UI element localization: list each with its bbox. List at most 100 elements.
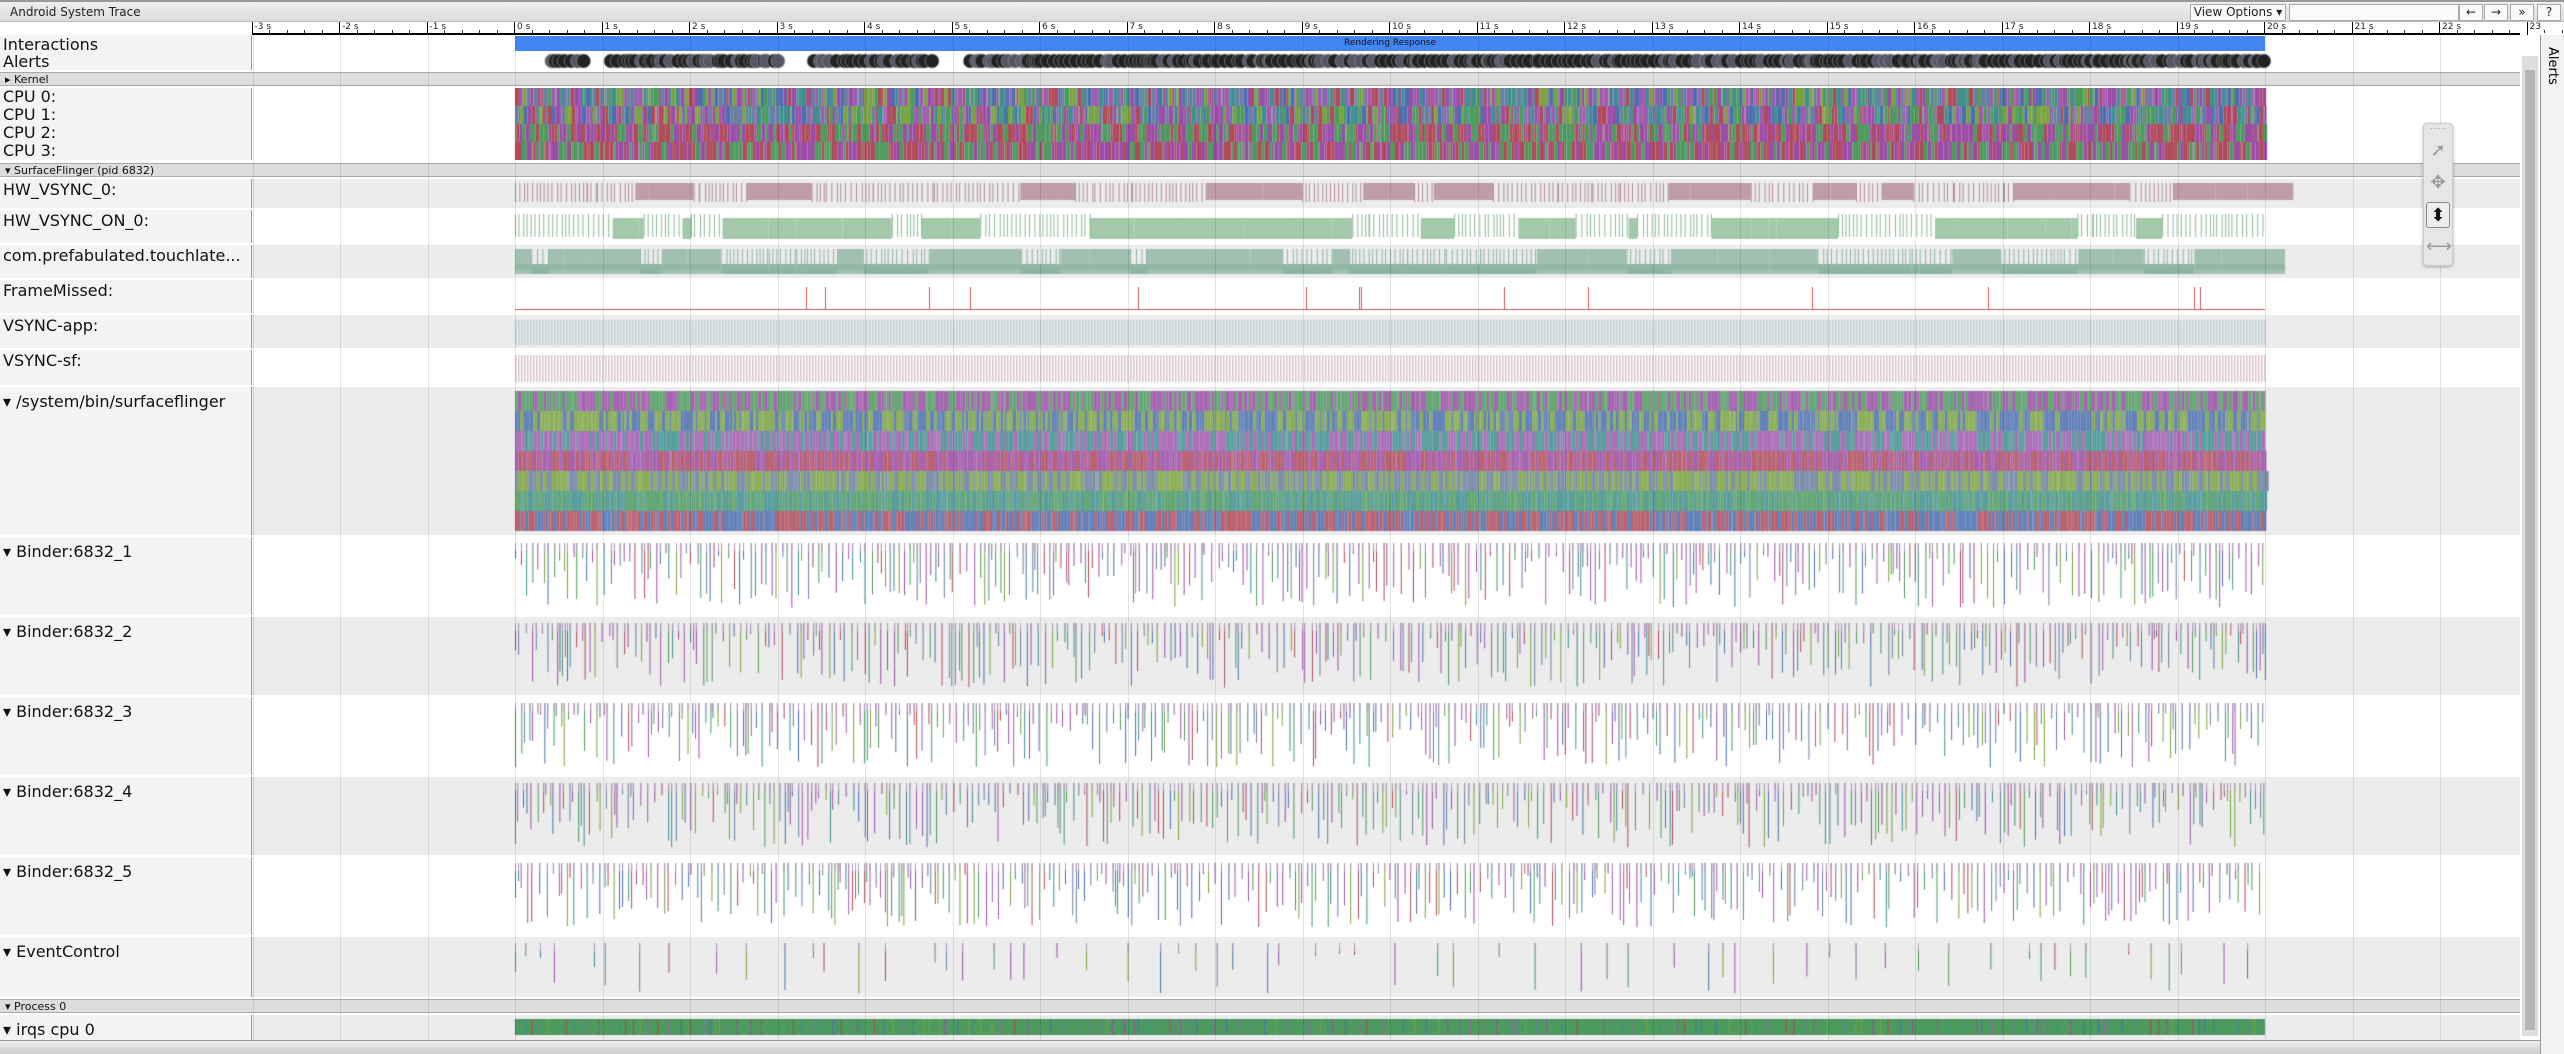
ruler-minor-tick [1319,30,1320,33]
ruler-minor-tick [391,30,393,33]
ruler-minor-tick [2071,30,2073,33]
counter-bars[interactable] [253,210,2520,243]
track-label[interactable]: Interactions [0,35,252,52]
ruler-minor-tick [2509,30,2510,33]
track-label[interactable]: VSYNC-app: [0,315,252,348]
ruler-tick: 21 s [2351,22,2374,35]
cpu-label[interactable]: CPU 3: [3,141,57,160]
ruler-minor-tick [1266,30,1268,33]
thread-slices[interactable] [253,537,2520,615]
track-label[interactable]: ▾ Binder:6832_2 [0,617,252,695]
ruler-minor-tick [724,30,725,33]
track-label[interactable]: FrameMissed: [0,280,252,313]
cpu-label[interactable]: CPU 0: [3,88,57,106]
group-header: ▾ Process 0 [0,999,2520,1013]
more-button[interactable]: » [2510,4,2534,21]
ruler-tick: 19 s [2176,22,2199,35]
ruler-minor-tick [986,30,988,33]
track-label[interactable]: com.prefabulated.touchlate... [0,245,252,278]
timing-tool-icon[interactable]: ⟷ [2426,236,2452,257]
track-label[interactable]: ▾ irqs cpu 0 [0,1015,252,1040]
ruler-minor-tick [374,30,375,33]
prev-result-button[interactable]: ← [2459,4,2483,21]
ruler-minor-tick [1791,30,1793,33]
zoom-tool-icon[interactable]: ⬍ [2426,202,2450,228]
track-label[interactable]: ▾ EventControl [0,937,252,997]
thread-slices[interactable] [253,857,2520,935]
ruler-tick: 8 s [1214,22,1230,35]
ruler-minor-tick [1721,30,1723,33]
next-result-button[interactable]: → [2484,4,2508,21]
grid-line [1827,35,1829,1045]
ruler-minor-tick [2334,30,2335,33]
ruler-minor-tick [1686,30,1688,33]
ruler-minor-tick [2491,30,2493,33]
thread-track: ▾ Binder:6832_5 [0,857,2520,935]
ruler-minor-tick [1074,30,1075,33]
thread-slices[interactable] [253,697,2520,775]
counter-bars[interactable] [253,179,2520,208]
cpu-label[interactable]: CPU 1: [3,105,57,124]
thread-slices[interactable] [253,937,2520,997]
ruler-tick: 3 s [776,22,793,35]
cpu-label[interactable]: CPU 2: [3,123,57,142]
toolbox-drag-handle[interactable]: ⋯⋯ [2430,124,2446,133]
ruler-minor-tick [2404,30,2405,33]
ruler-minor-tick [1896,30,1898,33]
cpu-slices[interactable] [253,88,2520,160]
app-title: Android System Trace [10,5,141,19]
grid-line [777,35,779,1045]
alert-markers[interactable] [253,52,2520,70]
ruler-tick: 10 s [1389,22,1411,35]
thread-slices[interactable] [253,387,2520,535]
vertical-scrollbar-thumb[interactable] [2525,70,2535,1030]
help-button[interactable]: ? [2537,4,2561,21]
grid-line [1477,35,1479,1045]
thread-slices[interactable] [253,777,2520,855]
ruler-minor-tick [1056,30,1058,33]
track-label[interactable]: VSYNC-sf: [0,350,252,385]
alerts-side-panel[interactable]: Alerts [2540,35,2564,1054]
horizontal-scrollbar[interactable] [0,1040,2540,1054]
track-label[interactable]: HW_VSYNC_ON_0: [0,210,252,243]
counter-bars[interactable] [253,280,2520,313]
track-label[interactable]: Alerts [0,52,252,70]
track-label[interactable]: ▸ Kernel [0,73,252,85]
track-label[interactable]: ▾ SurfaceFlinger (pid 6832) [0,164,252,176]
thread-slices[interactable] [253,617,2520,695]
track-label[interactable]: ▾ Binder:6832_4 [0,777,252,855]
ruler-minor-tick [304,30,305,33]
track-label[interactable]: ▾ Process 0 [0,1000,252,1012]
grid-line [2265,35,2266,1045]
ruler-minor-tick [759,30,760,33]
ruler-minor-tick [934,30,935,33]
track-label[interactable]: HW_VSYNC_0: [0,179,252,208]
ruler-tick: 20 s [2264,22,2286,35]
counter-bars[interactable] [253,245,2520,278]
ruler-minor-tick [2561,30,2563,33]
ruler-tick: 4 s [864,22,880,35]
ruler-minor-tick [1844,30,1845,33]
track-label[interactable]: ▾ Binder:6832_5 [0,857,252,935]
time-ruler[interactable]: -3 s -2 s -1 s 0 s 1 s 2 s 3 s 4 s 5 s 6 s 7 s 8 s 9… [251,22,2563,35]
track-label[interactable]: ▾ /system/bin/surfaceflinger [0,387,252,535]
selection-tool-icon[interactable]: ➚ [2430,140,2446,161]
counter-bars[interactable] [253,315,2520,348]
grid-line [1215,35,1216,1045]
ruler-minor-tick [2124,30,2125,33]
ruler-minor-tick [1511,30,1513,33]
interaction-rendering-response[interactable]: Rendering Response [515,36,2265,51]
thread-slices[interactable] [253,1015,2520,1040]
view-options-button[interactable]: View Options ▾ [2190,4,2286,21]
ruler-minor-tick [2106,30,2108,33]
track-label[interactable]: ▾ Binder:6832_1 [0,537,252,615]
ruler-minor-tick [1774,30,1775,33]
counter-bars[interactable] [253,350,2520,385]
pan-tool-icon[interactable]: ✥ [2430,172,2446,193]
track-label[interactable]: ▾ Binder:6832_3 [0,697,252,775]
ruler-minor-tick [2036,30,2038,33]
grid-line [1302,35,1304,1045]
ruler-minor-tick [2299,30,2300,33]
search-input[interactable] [2289,4,2459,21]
ruler-minor-tick [899,30,900,33]
